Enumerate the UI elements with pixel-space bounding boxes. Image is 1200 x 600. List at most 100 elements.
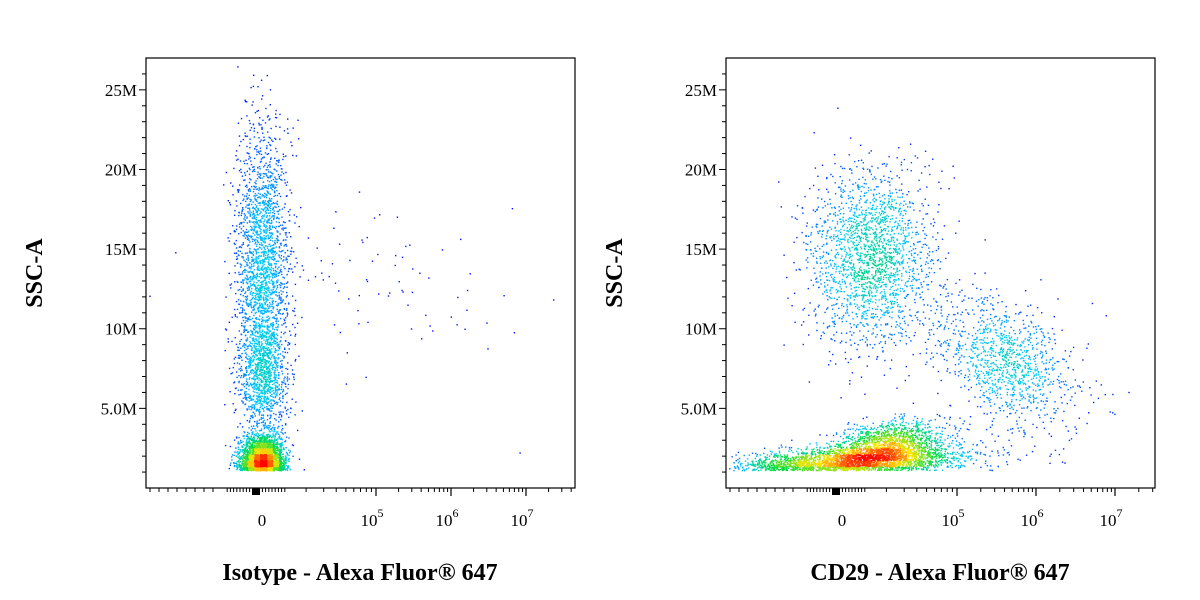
event-dot bbox=[265, 352, 267, 354]
event-dot bbox=[243, 435, 245, 437]
event-dot bbox=[246, 337, 249, 339]
event-dot bbox=[250, 235, 252, 237]
event-dot bbox=[261, 312, 263, 314]
event-dot bbox=[275, 413, 277, 416]
event-dot bbox=[287, 383, 290, 386]
event-dot bbox=[252, 449, 255, 451]
event-dot bbox=[290, 192, 293, 194]
event-dot bbox=[252, 254, 255, 256]
event-dot bbox=[261, 289, 263, 291]
event-dot bbox=[255, 209, 257, 211]
event-dot bbox=[242, 397, 244, 399]
event-dot bbox=[281, 465, 283, 467]
event-dot bbox=[262, 139, 264, 142]
event-dot bbox=[245, 361, 247, 363]
event-dot bbox=[235, 387, 237, 389]
event-dot bbox=[264, 310, 266, 312]
event-dot bbox=[262, 389, 265, 391]
event-dot bbox=[261, 195, 263, 197]
event-dot bbox=[263, 231, 265, 233]
event-dot bbox=[265, 284, 267, 287]
event-dot bbox=[265, 107, 267, 110]
event-dot bbox=[263, 348, 265, 350]
event-dot bbox=[275, 367, 277, 369]
event-dot bbox=[267, 428, 270, 430]
event-dot bbox=[277, 427, 279, 429]
event-dot bbox=[255, 440, 258, 443]
event-dot bbox=[254, 449, 256, 451]
event-dot bbox=[286, 315, 288, 317]
event-dot bbox=[280, 431, 282, 433]
event-dot bbox=[280, 411, 282, 413]
event-dot bbox=[274, 274, 276, 276]
event-dot bbox=[260, 429, 262, 432]
event-dot bbox=[276, 365, 278, 368]
event-dot bbox=[255, 206, 257, 208]
event-dot bbox=[282, 448, 285, 450]
event-dot bbox=[235, 150, 238, 152]
event-dot bbox=[250, 228, 252, 231]
event-dot bbox=[268, 368, 271, 370]
event-dot bbox=[266, 116, 269, 118]
event-dot bbox=[245, 269, 247, 272]
event-dot bbox=[270, 235, 273, 237]
event-dot bbox=[250, 268, 252, 270]
event-dot bbox=[256, 223, 258, 225]
event-dot bbox=[237, 456, 239, 458]
event-dot bbox=[265, 300, 268, 302]
event-dot bbox=[246, 298, 249, 300]
event-dot bbox=[269, 364, 271, 366]
event-dot bbox=[250, 415, 252, 417]
event-dot bbox=[273, 191, 276, 194]
event-dot bbox=[267, 398, 269, 400]
event-dot bbox=[271, 451, 273, 453]
event-dot bbox=[239, 160, 242, 162]
event-dot bbox=[293, 214, 295, 216]
event-dot bbox=[269, 282, 271, 284]
event-dot bbox=[243, 375, 245, 377]
event-dot bbox=[273, 383, 275, 385]
event-dot bbox=[248, 181, 251, 184]
event-dot bbox=[258, 276, 260, 278]
event-dot bbox=[276, 403, 278, 405]
event-dot bbox=[280, 244, 282, 246]
event-dot bbox=[286, 469, 289, 472]
event-dot bbox=[245, 442, 247, 444]
event-dot bbox=[286, 261, 288, 263]
event-dot bbox=[256, 420, 258, 422]
event-dot bbox=[256, 252, 258, 254]
event-dot bbox=[248, 374, 250, 376]
event-dot bbox=[250, 353, 253, 355]
event-dot bbox=[249, 397, 251, 400]
event-dot bbox=[233, 454, 235, 456]
event-dot bbox=[274, 176, 276, 178]
event-dot bbox=[277, 164, 279, 167]
event-dot bbox=[238, 465, 240, 467]
event-dot bbox=[277, 421, 280, 423]
event-dot bbox=[242, 208, 244, 210]
event-dot bbox=[273, 212, 276, 215]
event-dot bbox=[257, 86, 259, 88]
event-dot bbox=[270, 407, 272, 409]
event-dot bbox=[248, 244, 250, 246]
event-dot bbox=[247, 255, 249, 257]
event-dot bbox=[271, 393, 273, 395]
event-dot bbox=[281, 444, 283, 446]
event-dot bbox=[267, 402, 269, 404]
event-dot bbox=[261, 310, 263, 312]
event-dot bbox=[255, 245, 258, 247]
event-dot bbox=[252, 283, 254, 285]
event-dot bbox=[273, 361, 276, 363]
event-dot bbox=[250, 298, 253, 301]
event-dot bbox=[257, 368, 259, 370]
event-dot bbox=[286, 128, 289, 130]
event-dot bbox=[419, 272, 421, 274]
event-dot bbox=[240, 273, 242, 276]
event-dot bbox=[264, 378, 267, 380]
event-dot bbox=[271, 354, 273, 357]
event-dot bbox=[258, 412, 261, 414]
event-dot bbox=[271, 410, 273, 412]
event-dot bbox=[263, 275, 265, 277]
event-dot bbox=[245, 252, 247, 254]
event-dot bbox=[252, 201, 254, 203]
